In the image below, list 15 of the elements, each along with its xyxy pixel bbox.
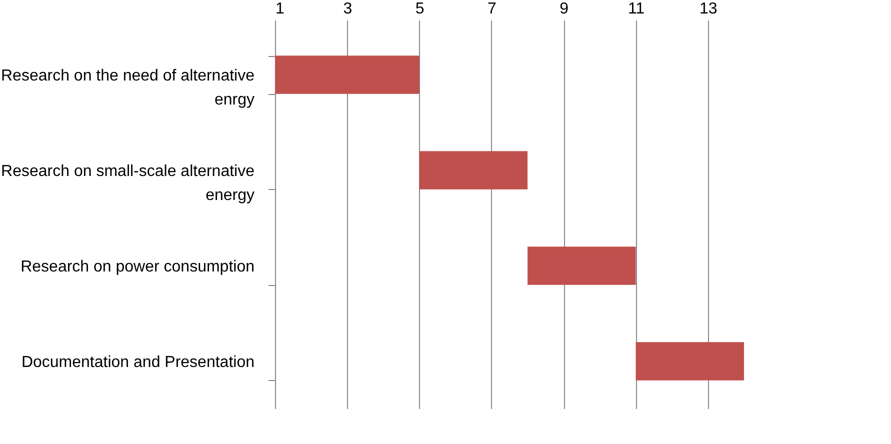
y-tick-label: Documentation and Presentation [21, 354, 254, 371]
y-tick-label: Research on the need of alternative enrgy [1, 67, 255, 108]
y-tick-label: Research on small-scale alternative energy [1, 162, 255, 204]
bar [275, 56, 420, 94]
bar [528, 246, 636, 285]
bar [636, 342, 744, 380]
bar [419, 151, 528, 190]
y-tick-label: Research on power consumption [20, 258, 254, 276]
x-tick-label: 7 [488, 0, 497, 18]
x-tick-label: 1 [276, 0, 284, 18]
x-tick-label: 5 [415, 0, 424, 18]
x-tick-label: 11 [628, 0, 645, 18]
x-tick-label: 13 [700, 0, 718, 18]
x-tick-label: 3 [343, 0, 352, 18]
x-tick-label: 9 [560, 0, 569, 18]
